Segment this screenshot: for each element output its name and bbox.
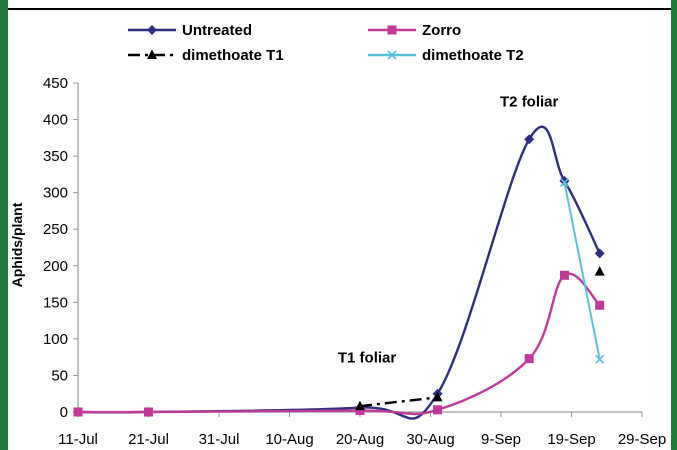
data-point-untreated xyxy=(594,248,605,259)
y-axis-label: Aphids/plant xyxy=(9,202,25,287)
y-tick-label: 0 xyxy=(60,404,68,421)
left-border-strip xyxy=(0,0,8,450)
y-tick-label: 150 xyxy=(43,294,68,311)
data-point-untreated xyxy=(524,134,535,145)
legend-label: dimethoate T1 xyxy=(182,47,284,64)
series-layer xyxy=(73,125,605,420)
x-tick-label: 20-Aug xyxy=(336,431,384,448)
y-tick-label: 200 xyxy=(43,258,68,275)
data-point-dimethoate-t1 xyxy=(355,400,365,411)
y-tick-label: 400 xyxy=(43,112,68,129)
annotation-layer: T1 foliar T2 foliar xyxy=(338,93,559,366)
data-point-dimethoate-t1 xyxy=(432,391,443,402)
series-dimethoate-t2 xyxy=(559,177,605,364)
series-untreated xyxy=(73,125,605,420)
legend: Untreated Zorro dimethoate T1 dimethoate T2 xyxy=(128,22,524,64)
legend-swatch-marker xyxy=(147,49,157,59)
data-point-dimethoate-t2 xyxy=(595,354,605,364)
series-line-dimethoate-t2 xyxy=(563,182,601,360)
legend-label: Zorro xyxy=(422,22,461,39)
y-tick-label: 300 xyxy=(43,185,68,202)
legend-item-untreated: Untreated xyxy=(128,22,252,39)
data-point-dimethoate-t2 xyxy=(559,177,570,187)
x-tick-label: 9-Sep xyxy=(481,431,521,448)
x-tick-label: 21-Jul xyxy=(128,431,169,448)
series-line-dimethoate-t1 xyxy=(359,396,438,408)
title-rule xyxy=(8,8,671,10)
data-point-zorro xyxy=(144,407,153,417)
data-point-zorro xyxy=(524,354,534,364)
data-point-zorro xyxy=(355,406,365,416)
y-tick-label: 100 xyxy=(43,331,68,348)
series-dimethoate-t1 xyxy=(355,266,605,411)
legend-item-zorro: Zorro xyxy=(368,22,461,39)
x-tick-label: 29-Sep xyxy=(618,431,666,448)
x-marker-stroke xyxy=(387,50,397,60)
y-tick-label: 350 xyxy=(43,148,68,165)
y-tick-label: 50 xyxy=(51,367,68,384)
legend-swatch-marker xyxy=(387,50,397,60)
x-marker-stroke xyxy=(559,177,570,187)
legend-label: dimethoate T2 xyxy=(422,47,524,64)
x-tick-label: 30-Aug xyxy=(406,431,454,448)
x-tick-label: 10-Aug xyxy=(265,431,313,448)
data-point-untreated xyxy=(559,175,570,186)
annotation-2: T2 foliar xyxy=(500,93,559,110)
x-tick-label: 31-Jul xyxy=(199,431,240,448)
data-point-zorro xyxy=(595,300,605,310)
data-point-zorro xyxy=(73,407,83,417)
legend-swatch-marker xyxy=(387,25,397,35)
data-point-zorro xyxy=(559,270,569,280)
y-tick-label: 450 xyxy=(43,75,68,92)
series-zorro xyxy=(73,270,605,417)
data-point-dimethoate-t1 xyxy=(594,266,605,276)
legend-label: Untreated xyxy=(182,22,252,39)
series-line-zorro xyxy=(77,272,601,416)
legend-item-dimethoate-t2: dimethoate T2 xyxy=(368,47,524,64)
series-line-untreated xyxy=(77,125,601,420)
x-tick-label: 19-Sep xyxy=(547,431,595,448)
legend-item-dimethoate-t1: dimethoate T1 xyxy=(128,47,284,64)
x-tick-label: 11-Jul xyxy=(58,431,98,448)
right-border-strip xyxy=(671,0,677,450)
data-point-zorro xyxy=(433,405,443,415)
x-marker-stroke xyxy=(595,354,605,364)
y-tick-label: 250 xyxy=(43,221,68,238)
axes: 0 50 100 150 200 250 300 350 400 450 11-Jul 21-Jul 3… xyxy=(43,75,666,448)
annotation-1: T1 foliar xyxy=(338,349,397,366)
legend-swatch-marker xyxy=(147,25,157,35)
